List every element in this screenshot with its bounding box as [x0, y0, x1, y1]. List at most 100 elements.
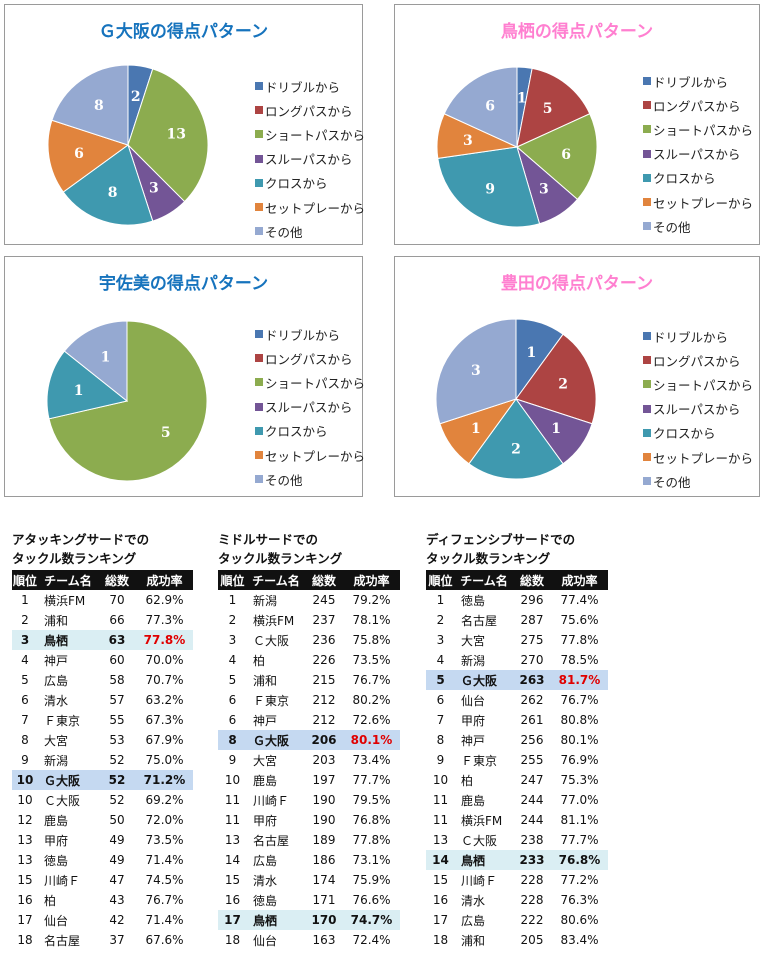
total-cell: 237: [312, 613, 336, 627]
total-cell: 244: [520, 793, 544, 807]
table-row: 16 柏 43 76.7%: [12, 890, 193, 910]
rank-cell: 9: [436, 753, 445, 767]
team-cell: 仙台: [44, 913, 69, 928]
table-row: 11 甲府 190 76.8%: [218, 810, 400, 830]
rate-cell: 77.2%: [560, 873, 599, 887]
legend-swatch: [255, 378, 263, 387]
legend-item: スルーパスから: [255, 147, 365, 171]
table-row: 4 新潟 270 78.5%: [426, 650, 608, 670]
total-cell: 63: [98, 630, 136, 650]
table-row: 7 Ｆ東京 55 67.3%: [12, 710, 193, 730]
rank-cell: 10: [224, 773, 241, 787]
rate-cell: 77.7%: [560, 833, 599, 847]
ranking-attacking-third: アタッキングサードでの タックル数ランキング 順位 チーム名 総数 成功率 1 横浜FM 7…: [12, 530, 193, 950]
table-row: 11 鹿島 244 77.0%: [426, 790, 608, 810]
legend-swatch: [643, 222, 651, 231]
table-row: 10 Ｇ大阪 52 71.2%: [12, 770, 193, 790]
pie-slice: [47, 119, 130, 193]
rank-cell: 3: [436, 633, 445, 647]
legend-label: その他: [265, 224, 303, 240]
rank-cell: 9: [21, 753, 29, 767]
table-row: 3 Ｃ大阪 236 75.8%: [218, 630, 400, 650]
rate-cell: 73.1%: [352, 853, 391, 867]
table-row: 15 川崎Ｆ 47 74.5%: [12, 870, 193, 890]
rank-cell: 13: [17, 833, 33, 847]
slice-data-label: 1: [74, 383, 84, 399]
rate-cell: 63.2%: [145, 693, 184, 707]
team-cell: 鳥栖: [455, 850, 513, 870]
legend-label: ドリブルから: [265, 79, 341, 95]
table-row: 3 鳥栖 63 77.8%: [12, 630, 193, 650]
total-cell: 256: [520, 733, 544, 747]
slice-data-label: 8: [108, 185, 118, 201]
total-cell: 50: [109, 813, 125, 827]
legend-swatch: [643, 198, 651, 207]
table-title-line1: アタッキングサードでの: [12, 532, 150, 547]
rate-cell: 77.3%: [145, 613, 184, 627]
table-row: 2 名古屋 287 75.6%: [426, 610, 608, 630]
rank-cell: 10: [17, 793, 33, 807]
team-cell: 柏: [461, 773, 474, 788]
table-row: 5 浦和 215 76.7%: [218, 670, 400, 690]
pie-slice: [127, 68, 209, 203]
rank-cell: 8: [436, 733, 445, 747]
team-cell: 清水: [461, 893, 486, 908]
legend-label: クロスから: [265, 176, 328, 192]
chart-legend: ドリブルから ロングパスから ショートパスから スルーパスから クロスから セットプレーか…: [255, 74, 365, 243]
rank-cell: 7: [436, 713, 445, 727]
legend-swatch: [255, 402, 263, 411]
table-row: 17 広島 222 80.6%: [426, 910, 608, 930]
chart-title: 宇佐美の得点パターン: [98, 274, 269, 294]
team-cell: 柏: [44, 893, 57, 908]
total-cell: 70: [109, 593, 125, 607]
team-cell: Ｃ大阪: [253, 633, 290, 648]
team-cell: 鹿島: [461, 793, 486, 808]
total-cell: 255: [520, 753, 544, 767]
total-cell: 244: [520, 813, 544, 827]
legend-swatch: [643, 125, 651, 134]
total-cell: 287: [520, 613, 544, 627]
total-cell: 245: [312, 593, 336, 607]
pie-slice: [443, 66, 518, 148]
ranking-table: 順位 チーム名 総数 成功率 1 新潟 245 79.2% 2 横浜FM 237 78.1% 3 Ｃ大阪 2…: [218, 570, 400, 950]
rank-cell: 18: [17, 933, 33, 947]
rank-cell: 11: [224, 813, 241, 827]
table-row: 16 清水 228 76.3%: [426, 890, 608, 910]
legend-item: スルーパスから: [643, 397, 753, 421]
table-row: 17 鳥栖 170 74.7%: [218, 910, 400, 930]
legend-swatch: [255, 354, 263, 363]
team-cell: 鹿島: [44, 813, 69, 828]
rank-cell: 15: [432, 873, 449, 887]
table-row: 10 柏 247 75.3%: [426, 770, 608, 790]
slice-data-label: 9: [485, 182, 495, 198]
legend-item: ドリブルから: [643, 69, 753, 93]
total-cell: 236: [312, 633, 336, 647]
rank-cell: 3: [12, 630, 38, 650]
table-row: 5 Ｇ大阪 263 81.7%: [426, 670, 608, 690]
legend-item: ショートパスから: [255, 370, 365, 394]
team-cell: 清水: [253, 873, 278, 888]
rate-cell: 71.2%: [136, 770, 193, 790]
legend-item: その他: [643, 469, 753, 493]
team-cell: 鳥栖: [247, 910, 305, 930]
column-header: 総数: [98, 570, 136, 590]
rate-cell: 70.7%: [145, 673, 184, 687]
table-row: 15 川崎Ｆ 228 77.2%: [426, 870, 608, 890]
total-cell: 49: [109, 853, 125, 867]
total-cell: 238: [520, 833, 544, 847]
rate-cell: 75.0%: [145, 753, 184, 767]
table-row: 1 横浜FM 70 62.9%: [12, 590, 193, 610]
rank-cell: 15: [17, 873, 33, 887]
rank-cell: 1: [228, 593, 237, 607]
slice-data-label: 8: [94, 98, 104, 114]
legend-label: ロングパスから: [265, 103, 353, 119]
team-cell: 大宮: [253, 753, 278, 768]
rate-cell: 74.5%: [145, 873, 184, 887]
rank-cell: 11: [224, 793, 241, 807]
slice-data-label: 3: [149, 180, 159, 196]
table-row: 10 Ｃ大阪 52 69.2%: [12, 790, 193, 810]
team-cell: 名古屋: [253, 833, 290, 848]
rank-cell: 3: [228, 633, 237, 647]
rank-cell: 2: [228, 613, 237, 627]
total-cell: 275: [520, 633, 544, 647]
